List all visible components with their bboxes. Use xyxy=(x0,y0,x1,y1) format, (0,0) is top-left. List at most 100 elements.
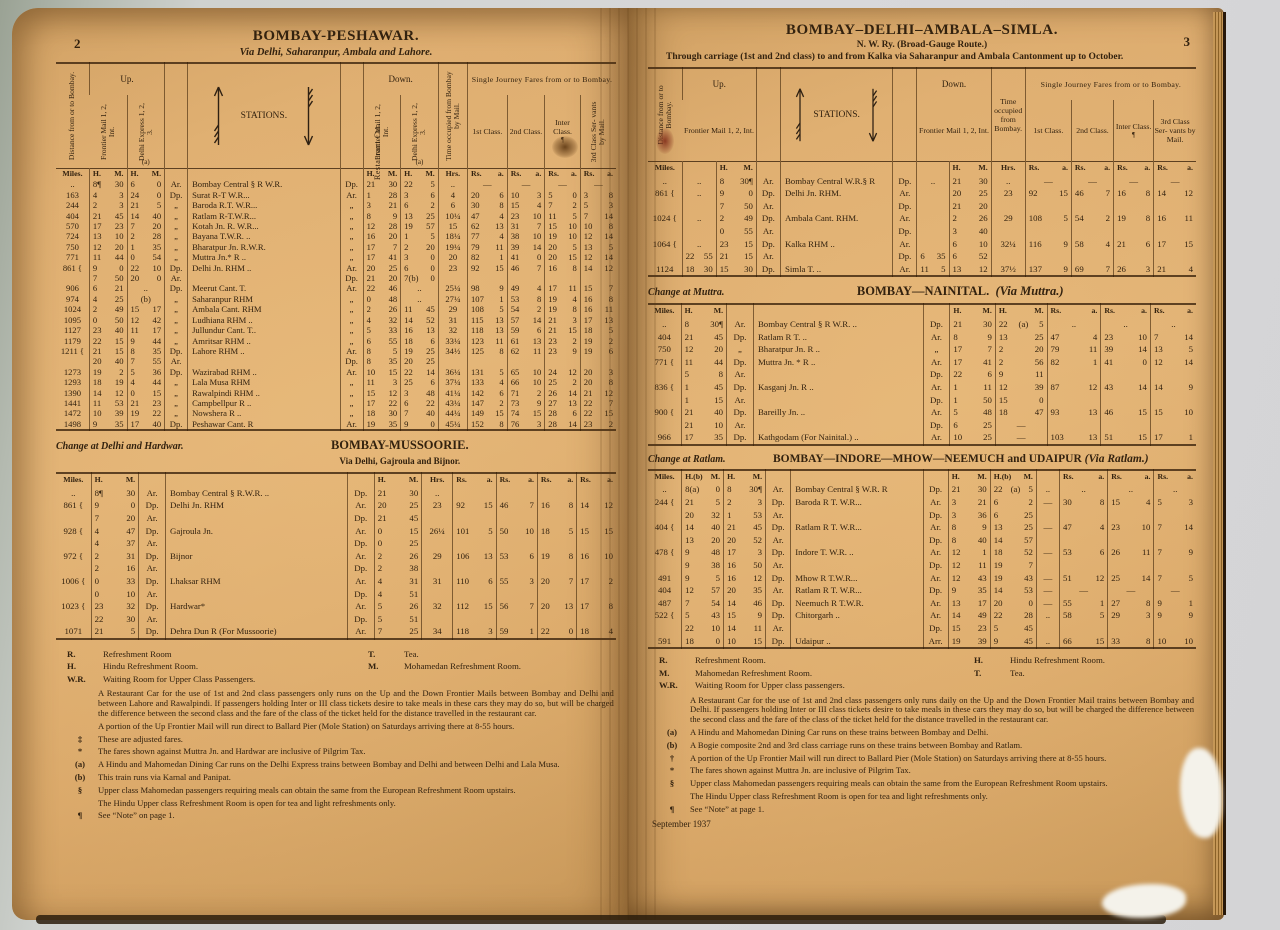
page-right-content: BOMBAY–DELHI–AMBALA–SIMLA. N. W. Ry. (Br… xyxy=(648,22,1196,829)
table-row: 1071 21 5 Dp. Dehra Dun R (For Mussoorie) A… xyxy=(56,625,616,639)
table-row: 1390 14 12 0 15 „ Rawalpindi RHM .. „ 15 12 … xyxy=(56,387,616,398)
table-row: The Hindu Upper class Refreshment Room i… xyxy=(98,797,396,808)
table-row: 404 21 45 14 40 „ Ratlam R-T.W.R... „ 8 9 13… xyxy=(56,210,616,222)
table-row: .. 8(a) 0 8 30¶ Ar. Bombay Central § W.R. … xyxy=(648,483,1196,497)
table-row: W.R. Waiting Room for Upper Class Passeng… xyxy=(67,673,256,684)
table-row: (b) A Bogie composite 2nd and 3rd class c… xyxy=(666,739,1023,750)
mussoorie-caption: Change at Delhi and Hardwar. BOMBAY-MUSS… xyxy=(56,438,616,468)
table-row: ‡ These are adjusted fares. xyxy=(77,733,183,744)
table-row: A portion of the Up Frontier Mail will r… xyxy=(98,720,515,731)
table-row: 1023 {23 32 Dp. Hardwar* Ar. 5 26 32 112 15 … xyxy=(56,600,616,613)
ardp-col-header-2 xyxy=(339,63,364,169)
table-row: 5 8 Ar. Dp. 22 6 9 11 xyxy=(648,368,1196,381)
udaipur-via: (Via Ratlam.) xyxy=(1084,452,1149,465)
table-row: 861 {9 0 Dp. Delhi Jn. RHM Ar. 20 25 23 92 1… xyxy=(56,499,616,512)
table-row: 1498 9 35 17 40 Dp. Peshawar Cant. R Ar. 19 … xyxy=(56,418,616,431)
right-footnote-paragraphs: A Restaurant Car for the use of 1st and … xyxy=(658,695,1195,817)
time-header: Time occupied from Bombay by Mail. xyxy=(437,63,468,169)
table-row: 2 16 Ar. Dp. 2 38 xyxy=(56,562,616,575)
table-row: 591 18 0 10 15 Dp. Udaipur .. Arr. 19 39 9 4… xyxy=(648,634,1196,649)
page-title-peshawar: BOMBAY-PESHAWAR. xyxy=(252,28,420,44)
nainital-table-body: Miles. H. M. H. M. H. M. Rs. a. Rs. a. Rs… xyxy=(648,304,1196,445)
class3-header: Inter Class. ¶ xyxy=(1113,100,1154,162)
peshawar-table-header: Distance from or to Bombay. Up. STATIONS… xyxy=(56,63,616,169)
table-row: 1124 18 30 15 30 Dp. Simla T. .. Ar. 11 5 13… xyxy=(648,262,1196,277)
table-row: 404 21 45 Dp. Ratlam R T. .. Ar. 8 9 13 25 4… xyxy=(648,330,1196,344)
udaipur-caption: Change at Ratlam. BOMBAY—INDORE—MHOW—NEE… xyxy=(648,453,1196,465)
table-row: 404 {14 40 21 45 Dp. Ratlam R T. W.R... Ar… xyxy=(648,521,1196,534)
right-footnote-keys: R. Refreshment Room. H. Hindu Refreshment R… xyxy=(658,654,1184,692)
frontier-mail-down-header: Frontier Mail 1, 2, Int. xyxy=(362,95,401,169)
peshawar-timetable: Distance from or to Bombay. Up. STATIONS… xyxy=(56,62,616,432)
table-row: .. 8¶ 30 Ar. Bombay Central § R.W.R. .. Dp.… xyxy=(56,486,616,500)
table-row: 1006 {0 33 Dp. Lhaksar RHM Ar. 4 31 31 110 6… xyxy=(56,574,616,588)
down-arrow-icon xyxy=(304,87,314,146)
mussoorie-timetable: Miles. H. M. H. M. Hrs. Rs. a. Rs. a. Rs. … xyxy=(56,472,616,640)
down-arrow-icon xyxy=(869,88,878,142)
class4-header: 3rd Class Ser- vants by Mail. xyxy=(1153,100,1196,162)
table-row: ¶ See “Note” at page 1. xyxy=(669,803,765,814)
ardp-col-header xyxy=(755,68,781,162)
table-row: 244 {21 5 2 3 Dp. Baroda R T. W.R... Ar. 3 … xyxy=(648,496,1196,509)
down-header: Down. xyxy=(916,68,992,101)
mussoorie-table-body: Miles. H. M. H. M. Hrs. Rs. a. Rs. a. Rs. … xyxy=(56,473,616,639)
udaipur-title: BOMBAY—INDORE—MHOW—NEEMUCH and UDAIPUR (… xyxy=(772,452,1149,465)
table-row: R. Refreshment Room. H. Hindu Refreshment R… xyxy=(659,655,1105,666)
right-footnotes: R. Refreshment Room. H. Hindu Refreshment R… xyxy=(648,654,1196,828)
table-row: (a) A Hindu and Mahomedan Dining Car runs… xyxy=(74,759,560,770)
table-row: Miles. H. M. H. M. Hrs. Rs. a. Rs. a. Rs. … xyxy=(56,473,616,487)
table-row: 22 55 21 15 Ar. Dp. 6 35 6 52 xyxy=(648,250,1196,263)
time-header: Time occupied from Bombay. xyxy=(990,68,1026,162)
table-row: 1211 {21 15 8 35 Dp. Lahore RHM .. Ar. 8 5 … xyxy=(56,345,616,357)
table-row: 972 {2 31 Dp. Bijnor Ar. 2 26 29 106 13 53 6… xyxy=(56,549,616,563)
table-row: 750 12 20 „ Bharatpur Jn. R .. „ 17 7 2 20 7… xyxy=(648,343,1196,356)
table-row: * The fares shown against Muttra Jn. are … xyxy=(669,765,911,776)
class3-header: Inter Class. ¶ xyxy=(544,95,581,169)
distance-header: Distance from or to Bombay. xyxy=(655,85,673,145)
table-row: (b) This train runs via Karnal and Panipa… xyxy=(74,771,231,782)
table-row: 966 17 35 Dp. Kathgodam (For Nainital.) ..… xyxy=(648,431,1196,445)
table-row: 20 40 7 55 Ar. Dp. 8 35 20 25 xyxy=(56,356,616,367)
restaurant-car-label: Restaurant Car. xyxy=(373,123,382,180)
frontier-mail-up-header: Frontier Mail 1, 2, Int. xyxy=(684,126,754,136)
table-row: A Restaurant Car for the use of 1st and … xyxy=(690,694,1195,725)
frontier-mail-up-header: Frontier Mail 1, 2, Int. xyxy=(98,103,116,160)
table-row: H. Hindu Refreshment Room. M. Mohamedan Ref… xyxy=(67,661,521,672)
through-carriage-note: Through carriage (1st and 2nd class) to … xyxy=(666,52,1124,62)
up-arrow-icon xyxy=(214,86,224,145)
table-row: The Hindu Upper class Refreshment Room i… xyxy=(690,791,988,802)
table-row: 244 2 3 21 5 „ Baroda R.T. W.R... „ 3 21 6 2… xyxy=(56,200,616,211)
table-row: 861 {.. 9 0 Dp. Delhi Jn. RHM. Ar. 20 25 23 9… xyxy=(648,187,1196,200)
table-row: 1024 {.. 2 49 Dp. Ambala Cant. RHM. Ar. 2 26… xyxy=(648,212,1196,225)
table-row: † A portion of the Up Frontier Mail will … xyxy=(669,752,1107,763)
stations-header: STATIONS. xyxy=(779,68,893,162)
date-footer: September 1937 xyxy=(652,818,711,829)
table-row: Miles. H.(b) M. H. M. H. M. H.(b) M. Rs. … xyxy=(648,469,1196,484)
table-row: 7 50 20 0 Ar. Dp. 21 20 7(b) 0 xyxy=(56,273,616,284)
up-header: Up. xyxy=(88,63,165,96)
page-left-content: BOMBAY-PESHAWAR. Via Delhi, Saharanpur, … xyxy=(56,28,616,823)
table-row: 0 55 Ar. Dp. 3 40 xyxy=(648,224,1196,238)
mussoorie-title: BOMBAY-MUSSOORIE. Via Delhi, Gajroula an… xyxy=(330,438,469,467)
table-row: 771 11 44 0 54 „ Muttra Jn.* R .. „ 17 41 3 … xyxy=(56,252,616,263)
table-row: 163 4 3 24 0 Dp. Surat R-T W.R... Ar. 1 28 3… xyxy=(56,189,616,201)
table-row: R. Refreshment Room T. Tea. xyxy=(67,648,419,659)
table-row: 4 37 Ar. Dp. 0 25 xyxy=(56,537,616,550)
table-row: 570 17 23 7 20 „ Kotah Jn. R. W.R... „ 12 28… xyxy=(56,221,616,232)
page-right: 3 BOMBAY–DELHI–AMBALA–SIMLA. N. W. Ry. (… xyxy=(628,8,1224,920)
table-row: § Upper class Mahomedan passengers requir… xyxy=(669,778,1108,789)
table-row: 491 9 5 16 12 Dp. Mhow R T.W.R... Ar. 12 43 … xyxy=(648,571,1196,585)
table-row: A Restaurant Car for the use of 1st and … xyxy=(98,688,614,718)
table-row: Miles. H. M. H. M. H. M. H. M. Hrs. Rs. a.… xyxy=(56,168,616,180)
left-footnote-keys: R. Refreshment Room T. Tea. H. Hindu Refreshm… xyxy=(66,648,604,686)
nainital-caption: Change at Muttra. BOMBAY—NAINITAL. (Via … xyxy=(648,284,1196,299)
table-row: 750 12 20 1 35 „ Bharatpur Jn. R.W.R. „ 17 7… xyxy=(56,241,616,253)
udaipur-timetable: Miles. H.(b) M. H. M. H. M. H.(b) M. Rs. … xyxy=(648,468,1196,650)
table-row: 974 4 25 (b) „ Saharanpur RHM „ 0 48 .. 27¼ 107… xyxy=(56,293,616,305)
table-row: 404 12 57 20 35 Ar. Ratlam R T. W.R... Dp. 9… xyxy=(648,584,1196,597)
book-bottom-shadow xyxy=(36,915,1166,924)
fares-header: Single Journey Fares from or to Bombay. xyxy=(467,63,616,96)
class1-header: 1st Class. xyxy=(467,95,508,169)
table-row: 487 7 54 14 46 Dp. Neemuch R T.W.R. Ar. 13 1… xyxy=(648,596,1196,610)
